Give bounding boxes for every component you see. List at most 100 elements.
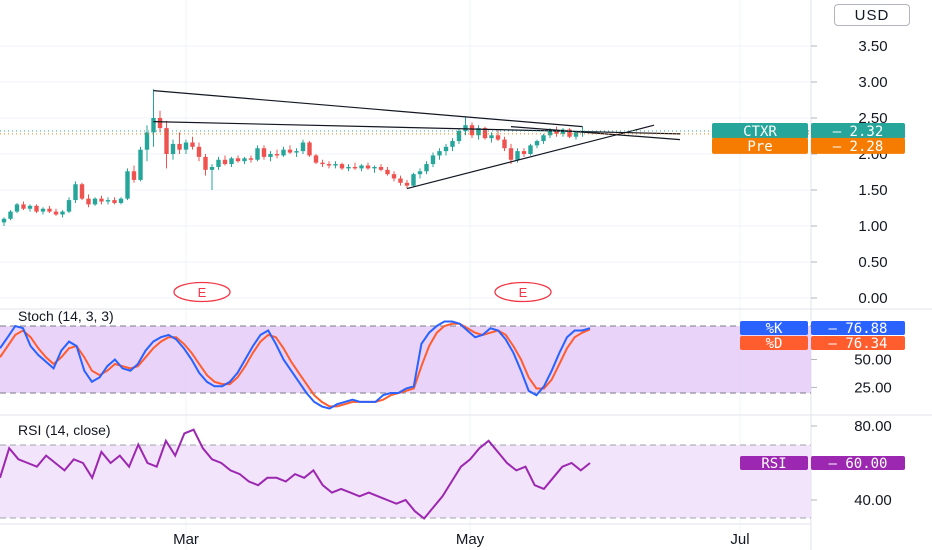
candle-body	[313, 155, 319, 163]
rsi-band	[0, 445, 811, 518]
trendline	[406, 124, 655, 190]
candle-body	[287, 149, 293, 153]
rsi-pane[interactable]: 80.00 40.00 RSI (14, close) RSI — 60.00	[0, 418, 905, 520]
candle-body	[385, 169, 390, 175]
candle-body	[365, 165, 371, 169]
stoch-tag-label: %D	[766, 336, 783, 352]
price-tick-label: 3.50	[858, 38, 887, 55]
candle-body	[235, 158, 241, 162]
stoch-tag-value: — 76.88	[828, 321, 887, 337]
candle-body	[573, 132, 579, 137]
candle-body	[476, 128, 481, 136]
candle-body	[1, 218, 7, 223]
rsi-axis: 80.00 40.00	[811, 418, 892, 509]
currency-button[interactable]: USD	[834, 4, 910, 26]
earnings-marker-2[interactable]	[494, 281, 552, 303]
candle-body	[53, 211, 59, 215]
candle-body	[482, 128, 488, 139]
candle-body	[105, 200, 111, 202]
candle-body	[177, 143, 182, 150]
price-tick-label: 0.00	[858, 290, 887, 307]
candle-body	[261, 148, 267, 157]
stoch-k-line[interactable]	[0, 320, 591, 410]
candle-body	[255, 148, 260, 160]
stoch-band	[0, 326, 811, 393]
stoch-tag-label-bg	[740, 336, 808, 350]
price-tick-label: 1.50	[858, 182, 887, 199]
candle-body	[359, 165, 364, 169]
candle-body	[60, 211, 65, 215]
candle-body	[326, 164, 332, 166]
time-axis[interactable]: Mar May Jul	[173, 531, 750, 548]
stoch-tag-value: — 76.34	[828, 336, 887, 352]
trendline	[153, 90, 583, 128]
candlestick-series	[1, 89, 585, 226]
trendlines[interactable]	[153, 90, 681, 190]
candle-body	[216, 159, 221, 167]
price-tag-label: CTXR	[743, 124, 777, 140]
candle-body	[157, 118, 163, 129]
candle-body	[47, 208, 52, 212]
stoch-d-line[interactable]	[0, 322, 591, 408]
earnings-markers[interactable]: E E	[173, 281, 552, 303]
candle-body	[209, 166, 215, 170]
candle-body	[411, 174, 416, 186]
candle-body	[131, 171, 137, 180]
candle-body	[190, 142, 195, 147]
stoch-tick-label: 50.00	[854, 352, 892, 369]
stoch-tags: %K — 76.88 %D — 76.34	[740, 321, 905, 352]
price-tag-label: Pre	[747, 139, 772, 155]
earnings-marker-1[interactable]	[173, 281, 231, 303]
candle-body	[300, 142, 306, 152]
rsi-tags: RSI — 60.00	[740, 456, 905, 472]
candle-body	[352, 166, 358, 169]
candle-body	[437, 151, 442, 156]
candle-body	[443, 146, 449, 152]
rsi-line[interactable]	[0, 428, 591, 520]
rsi-tick-label: 40.00	[854, 492, 892, 509]
candle-body	[463, 125, 468, 131]
stoch-axis: 50.00 25.00	[811, 352, 892, 396]
x-tick-mar: Mar	[173, 531, 199, 548]
stoch-tick-label: 25.00	[854, 379, 892, 396]
price-tag-value: — 2.28	[833, 139, 884, 155]
price-tag-value-bg	[811, 137, 905, 154]
candle-body	[112, 200, 117, 203]
stoch-pane[interactable]: 50.00 25.00 Stoch (14, 3, 3) %K — 76.88 %D —…	[0, 308, 905, 410]
candle-body	[229, 158, 234, 165]
stoch-tag-value-bg	[811, 336, 905, 350]
candle-body	[294, 151, 299, 153]
x-tick-jul: Jul	[730, 531, 749, 548]
candle-body	[515, 151, 520, 160]
candle-body	[307, 142, 312, 156]
candle-body	[79, 184, 85, 199]
candle-body	[144, 132, 150, 150]
price-tick-label: 2.50	[858, 110, 887, 127]
candle-body	[99, 198, 104, 202]
candle-body	[456, 130, 462, 142]
candle-body	[404, 182, 410, 186]
candle-body	[534, 141, 540, 146]
stoch-tag-label-bg	[740, 321, 808, 335]
candle-body	[502, 139, 507, 149]
candle-body	[73, 184, 78, 201]
candle-body	[268, 154, 273, 157]
candle-body	[391, 174, 397, 179]
candle-body	[164, 128, 169, 154]
candle-body	[378, 166, 384, 170]
rsi-tag-label: RSI	[761, 456, 786, 472]
candle-body	[86, 198, 91, 205]
price-axis[interactable]: 3.503.002.502.001.501.000.500.00	[811, 38, 888, 307]
candle-body	[281, 149, 286, 156]
candle-body	[151, 118, 156, 133]
candle-body	[541, 135, 546, 142]
trendline	[153, 121, 681, 135]
candle-body	[333, 164, 338, 166]
stoch-title: Stoch (14, 3, 3)	[18, 308, 114, 324]
candle-body	[424, 164, 429, 172]
candle-body	[125, 171, 130, 199]
candle-body	[489, 135, 494, 139]
rsi-tag-value: — 60.00	[828, 456, 887, 472]
candle-body	[372, 166, 377, 169]
